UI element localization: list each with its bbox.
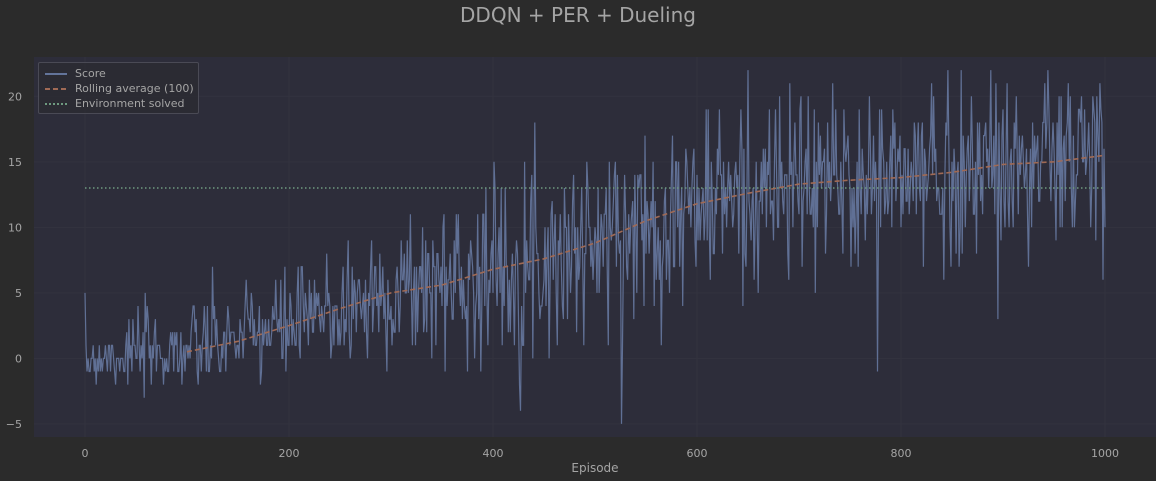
legend-label-score: Score <box>75 67 106 80</box>
series-line-score <box>84 70 1106 424</box>
x-axis-label: Episode <box>571 461 618 475</box>
legend-label-rolling-average: Rolling average (100) <box>75 82 194 95</box>
x-tick-label: 0 <box>82 447 89 460</box>
x-tick-label: 200 <box>279 447 300 460</box>
y-tick-label: 15 <box>8 156 22 169</box>
legend: Score Rolling average (100) Environment … <box>38 62 199 114</box>
legend-item-rolling-average: Rolling average (100) <box>45 81 194 96</box>
x-tick-label: 400 <box>483 447 504 460</box>
axis-ticks: 0 200 400 600 800 1000 −5 0 5 10 15 20 <box>6 90 1119 460</box>
legend-item-score: Score <box>45 66 106 81</box>
legend-swatch-score <box>45 72 67 75</box>
y-tick-label: −5 <box>6 418 22 431</box>
y-tick-label: 5 <box>15 287 22 300</box>
legend-label-environment-solved: Environment solved <box>75 97 185 110</box>
x-tick-label: 600 <box>687 447 708 460</box>
y-tick-label: 0 <box>15 352 22 365</box>
x-tick-label: 1000 <box>1091 447 1119 460</box>
chart-marks <box>84 70 1106 424</box>
y-tick-label: 10 <box>8 221 22 234</box>
plot-area <box>34 57 1156 437</box>
x-tick-label: 800 <box>891 447 912 460</box>
legend-item-environment-solved: Environment solved <box>45 96 185 111</box>
legend-swatch-environment-solved <box>45 102 67 105</box>
y-tick-label: 20 <box>8 90 22 103</box>
chart-title: DDQN + PER + Dueling <box>460 3 696 27</box>
legend-swatch-rolling-average <box>45 87 67 90</box>
